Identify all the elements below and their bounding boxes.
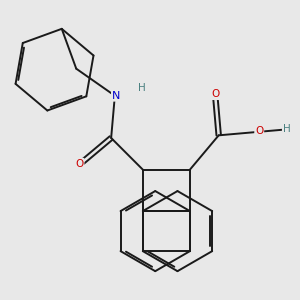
Text: N: N	[112, 91, 120, 101]
Text: H: H	[283, 124, 290, 134]
Text: O: O	[211, 89, 219, 99]
Text: H: H	[139, 83, 146, 93]
Text: O: O	[75, 159, 84, 169]
Text: O: O	[255, 126, 263, 136]
